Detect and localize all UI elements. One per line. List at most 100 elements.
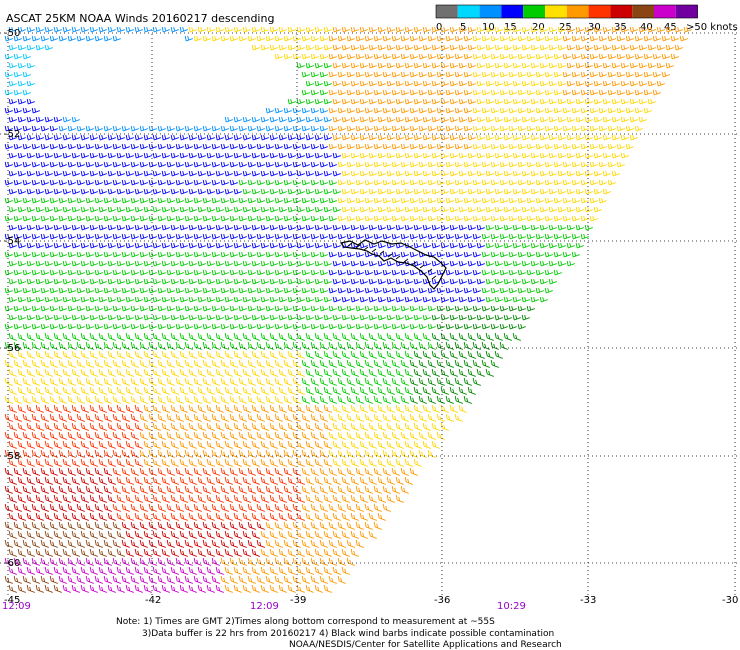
wind-barb — [517, 233, 526, 240]
wind-barb — [130, 125, 139, 132]
wind-barb — [350, 278, 359, 285]
wind-barb — [553, 197, 562, 204]
wind-barb — [134, 458, 143, 467]
wind-barb — [404, 170, 413, 177]
wind-barb — [85, 395, 94, 404]
wind-barb — [481, 305, 490, 312]
wind-barb — [170, 458, 179, 467]
legend-frame — [435, 4, 698, 19]
wind-barb — [242, 170, 251, 177]
wind-barb — [53, 548, 62, 557]
wind-barb — [301, 71, 310, 78]
wind-barb — [202, 323, 211, 330]
wind-barb — [467, 80, 476, 87]
wind-barb — [170, 368, 179, 377]
wind-barb — [269, 476, 278, 485]
wind-barb — [548, 170, 557, 177]
wind-barb — [238, 305, 247, 312]
wind-barb — [80, 368, 89, 377]
wind-barb — [8, 296, 17, 303]
wind-barb — [40, 503, 49, 512]
wind-barb — [665, 44, 674, 51]
wind-barb — [418, 215, 427, 222]
wind-barb — [76, 179, 85, 186]
wind-barb — [418, 323, 427, 330]
wind-barb — [562, 89, 571, 96]
wind-barb — [13, 485, 22, 494]
wind-barb — [422, 440, 431, 449]
wind-barb — [278, 458, 287, 467]
wind-barb — [404, 368, 413, 377]
wind-barb — [661, 53, 670, 60]
wind-barb — [553, 53, 562, 60]
wind-barb — [179, 224, 188, 231]
wind-barb — [661, 35, 670, 42]
wind-barb — [346, 521, 355, 530]
wind-barb — [107, 512, 116, 521]
map-title: ASCAT 25KM NOAA Winds 20160217 descendin… — [6, 12, 274, 25]
wind-barb — [143, 224, 152, 231]
wind-barb — [566, 26, 575, 33]
wind-barb — [499, 251, 508, 258]
wind-barb — [80, 584, 89, 593]
wind-barb — [139, 287, 148, 294]
wind-barb — [463, 269, 472, 276]
wind-barb — [251, 458, 260, 467]
wind-barb — [436, 53, 445, 60]
wind-barb — [314, 548, 323, 557]
wind-barb — [242, 530, 251, 539]
wind-barb — [364, 269, 373, 276]
wind-barb — [184, 521, 193, 530]
wind-barb — [13, 323, 22, 330]
wind-barb — [98, 242, 107, 249]
wind-barb — [49, 125, 58, 132]
wind-barb — [125, 278, 134, 285]
wind-barb — [89, 260, 98, 267]
wind-barb — [427, 53, 436, 60]
wind-barb — [319, 287, 328, 294]
wind-barb — [445, 125, 454, 132]
wind-barb — [238, 215, 247, 222]
wind-barb — [211, 377, 220, 386]
wind-barb — [71, 584, 80, 593]
wind-barb — [332, 548, 341, 557]
wind-barb — [193, 179, 202, 186]
wind-barb — [278, 206, 287, 213]
wind-barb — [310, 449, 319, 458]
wind-barb — [26, 26, 35, 33]
wind-barb — [107, 476, 116, 485]
wind-barb — [373, 413, 382, 422]
wind-barb — [607, 161, 616, 168]
wind-barb — [247, 395, 256, 404]
wind-barb — [530, 224, 539, 231]
wind-barb — [422, 332, 431, 341]
wind-barb — [13, 53, 22, 60]
wind-barb — [359, 512, 368, 521]
wind-barb — [35, 260, 44, 267]
wind-barb — [31, 233, 40, 240]
wind-barb — [134, 188, 143, 195]
wind-barb — [562, 143, 571, 150]
wind-barb — [58, 359, 67, 368]
wind-barb — [625, 143, 634, 150]
wind-barb — [17, 566, 26, 575]
wind-barb — [49, 143, 58, 150]
wind-barb — [247, 233, 256, 240]
wind-barb — [328, 305, 337, 312]
wind-barb — [377, 242, 386, 249]
wind-barb — [382, 107, 391, 114]
wind-barb — [476, 152, 485, 159]
wind-barb — [548, 260, 557, 267]
wind-barb — [656, 44, 665, 51]
wind-barb — [332, 116, 341, 123]
wind-barb — [31, 467, 40, 476]
wind-barb — [346, 197, 355, 204]
wind-barb — [215, 188, 224, 195]
wind-barb — [143, 170, 152, 177]
wind-barb — [553, 125, 562, 132]
wind-barb — [269, 44, 278, 51]
wind-barb — [346, 179, 355, 186]
wind-barb — [647, 26, 656, 33]
wind-barb — [116, 440, 125, 449]
wind-barb — [382, 359, 391, 368]
